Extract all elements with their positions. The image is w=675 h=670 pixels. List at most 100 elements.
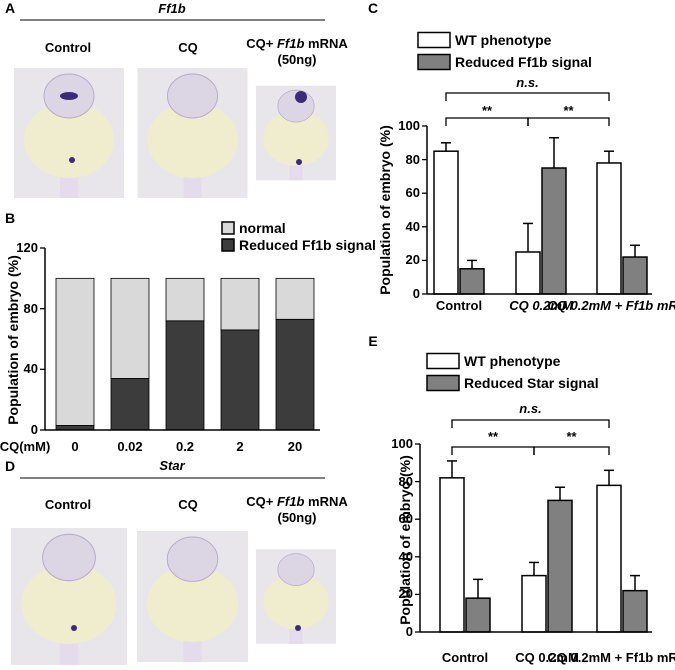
x-tick-label: Control <box>441 650 489 665</box>
gene-name: Ff1b <box>276 36 305 51</box>
bar <box>596 484 622 633</box>
y-tick-label: 40 <box>405 218 420 234</box>
legend-label: Reduced Ff1b signal <box>239 237 376 253</box>
y-tick-label: 100 <box>398 118 420 133</box>
column-label: CQ+ Ff1b mRNA (50ng) <box>246 36 348 68</box>
y-tick-label: 0 <box>405 624 413 639</box>
legend-swatch <box>417 53 451 71</box>
legend-swatch <box>426 352 460 370</box>
y-tick-label: 0 <box>30 422 38 437</box>
embryo-image <box>13 68 125 198</box>
legend-label: WT phenotype <box>455 32 552 48</box>
x-tick-label: 20 <box>287 439 303 454</box>
y-axis-title: Population of embryo (%) <box>5 255 21 425</box>
x-tick-label: 2 <box>236 439 244 454</box>
column-label: CQ <box>178 40 198 55</box>
x-tick-label: Control <box>435 298 483 313</box>
y-tick-label: 80 <box>405 151 420 167</box>
bar-segment <box>275 318 315 431</box>
x-tick-label: CQ 0.2mM + Ff1b mRNA <box>547 298 675 313</box>
bar <box>465 597 491 633</box>
y-tick-label: 60 <box>398 511 413 527</box>
y-tick-label: 100 <box>391 436 413 451</box>
significance-label: ** <box>481 103 493 118</box>
panel-label: E <box>368 333 378 349</box>
gene-name: Ff1b <box>276 494 305 509</box>
x-tick-label: CQ 0.2mM <box>515 650 579 665</box>
label-part: mRNA <box>308 494 348 509</box>
stain-spot <box>60 92 78 100</box>
bar <box>521 574 547 633</box>
legend-swatch <box>221 238 235 252</box>
x-tick-label: 0 <box>71 439 79 454</box>
y-tick-label: 60 <box>405 185 420 201</box>
bar-segment <box>110 277 150 379</box>
bar <box>622 589 648 633</box>
y-tick-label: 40 <box>398 548 413 564</box>
significance-bracket <box>451 419 610 428</box>
significance-bracket <box>445 92 610 101</box>
significance-bracket <box>451 446 535 455</box>
y-tick-label: 80 <box>398 473 413 489</box>
significance-label: ** <box>487 429 499 444</box>
bar <box>547 499 573 633</box>
panel-label: C <box>367 0 379 16</box>
y-tick-label: 40 <box>23 361 38 377</box>
label-part: (50ng) <box>277 510 317 525</box>
x-tick-label: CQ 0.2mM + Ff1b mRNA <box>547 650 675 665</box>
significance-label: n.s. <box>516 75 539 90</box>
column-label: CQ+ Ff1b mRNA (50ng) <box>246 494 348 526</box>
significance-label: n.s. <box>519 401 542 416</box>
x-tick-label: CQ 0.2mM <box>509 298 573 313</box>
embryo-image <box>10 528 128 665</box>
bar <box>622 256 648 295</box>
label-part: mRNA <box>308 36 348 51</box>
bar-segment <box>275 277 315 320</box>
legend-label: Reduced Star signal <box>464 375 599 391</box>
y-tick-label: 80 <box>23 300 38 316</box>
panel-title: Star <box>159 458 185 473</box>
significance-bracket <box>445 117 529 126</box>
x-tick-label: 0.02 <box>117 439 143 454</box>
stain-spot <box>296 159 302 165</box>
significance-label: ** <box>566 429 577 444</box>
panel-title: Ff1b <box>158 1 186 16</box>
column-label: Control <box>44 497 92 512</box>
legend-swatch <box>221 221 235 235</box>
label-part: CQ+ <box>246 494 274 509</box>
legend-swatch <box>426 374 460 392</box>
significance-bracket <box>527 117 610 126</box>
bar-segment <box>220 277 260 331</box>
bar-segment <box>110 378 150 431</box>
stain-spot <box>71 625 77 631</box>
bar <box>596 162 622 295</box>
bar-segment <box>165 277 205 322</box>
stain-spot <box>295 625 301 631</box>
legend-swatch <box>417 31 451 49</box>
significance-label: ** <box>563 103 574 118</box>
bar <box>439 477 465 633</box>
stain-spot <box>295 91 307 103</box>
column-label: CQ <box>178 497 198 512</box>
label-part: CQ+ <box>246 36 274 51</box>
bar <box>433 150 459 295</box>
y-tick-label: 20 <box>405 252 420 268</box>
stain-spot <box>69 157 75 163</box>
panel-label: A <box>4 0 16 16</box>
bar-segment <box>55 277 95 426</box>
y-tick-label: 20 <box>398 586 413 602</box>
panel-label: B <box>4 210 16 226</box>
column-label: Control <box>44 40 92 55</box>
y-axis-title: Population of embryo (%) <box>377 125 393 295</box>
embryo-image <box>137 530 248 663</box>
x-tick-label: 0.2 <box>175 439 195 454</box>
legend-label: normal <box>239 220 286 236</box>
bar <box>515 251 541 295</box>
label-part: (50ng) <box>277 52 317 67</box>
y-tick-label: 0 <box>412 286 420 301</box>
bar-segment <box>220 329 260 431</box>
bar-segment <box>165 320 205 431</box>
x-axis-title: CQ(mM) <box>0 439 51 454</box>
